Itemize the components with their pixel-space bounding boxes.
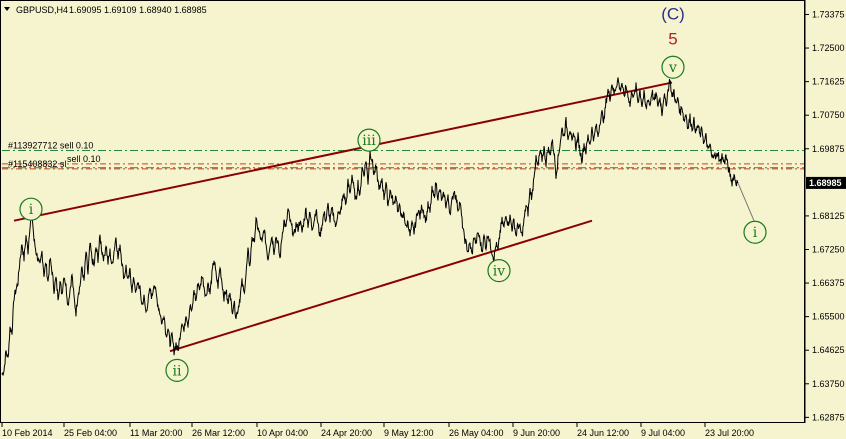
wave-circle: [743, 220, 767, 244]
chart-symbol: GBPUSD,H4: [16, 5, 68, 15]
price-tick-label: 1.67250: [812, 244, 845, 254]
current-price-marker: 1.68985: [806, 176, 846, 189]
time-tick-label: 26 Mar 12:00: [192, 428, 245, 438]
wave-label-iii: iii: [362, 133, 376, 149]
order-line-label: sell 0.10: [67, 154, 101, 164]
time-tick-label: 10 Apr 04:00: [257, 428, 308, 438]
current-price-label: 1.68985: [809, 178, 842, 188]
order-line-label: #115408832 sl: [8, 159, 66, 169]
wave-label-i: i: [753, 225, 758, 241]
price-axis: 1.73375 1.72500 1.71625 1.70750 1.69875 1.681…: [805, 9, 845, 422]
channel-trendlines[interactable]: [13, 81, 673, 353]
wave-number-label: 5: [668, 29, 677, 48]
time-tick-label: 26 May 04:00: [449, 428, 504, 438]
projection-line: [737, 182, 755, 221]
current-price-box: [806, 176, 846, 189]
chart-ohlc: 1.69095 1.69109 1.68940 1.68985: [69, 5, 207, 15]
price-tick-label: 1.70750: [812, 110, 845, 120]
wave-label-iv: iv: [493, 264, 505, 280]
time-tick-label: 25 Feb 04:00: [64, 428, 117, 438]
lower-channel-line: [169, 219, 593, 353]
wave-label-ii: ii: [173, 363, 182, 379]
order-lines: #113927712 sell 0.10 #115408832 sl sell 0.…: [2, 140, 804, 170]
price-tick-label: 1.68125: [812, 211, 845, 221]
price-tick-label: 1.73375: [812, 9, 845, 19]
price-tick-label: 1.66375: [812, 278, 845, 288]
wave-circle: [165, 358, 189, 382]
order-line-label: #113927712 sell 0.10: [8, 140, 93, 150]
price-tick-label: 1.64625: [812, 345, 845, 355]
time-tick-label: 10 Feb 2014: [2, 428, 53, 438]
triangle-down-icon[interactable]: [4, 7, 10, 11]
price-tick-label: 1.62875: [812, 412, 845, 422]
time-axis: 10 Feb 2014 25 Feb 04:00 11 Mar 20:00 26 Ma…: [1, 423, 754, 438]
price-tick-label: 1.63750: [812, 379, 845, 389]
time-tick-label: 9 May 12:00: [384, 428, 434, 438]
time-tick-label: 11 Mar 20:00: [130, 428, 182, 438]
time-tick-label: 9 Jul 04:00: [641, 428, 685, 438]
time-tick-label: 9 Jun 20:00: [513, 428, 560, 438]
wave-circle: [19, 197, 43, 221]
price-tick-label: 1.65500: [812, 312, 845, 322]
upper-channel-line: [13, 81, 673, 222]
price-tick-label: 1.71625: [812, 77, 845, 87]
price-tick-label: 1.72500: [812, 43, 845, 53]
wave-label-v: v: [668, 60, 677, 76]
price-tick-label: 1.69875: [812, 144, 845, 154]
wave-degree-label: (C): [661, 5, 685, 24]
time-tick-label: 23 Jul 20:00: [705, 428, 754, 438]
wave-circle: [487, 258, 511, 283]
wave-circle: [357, 128, 381, 152]
time-tick-label: 24 Apr 20:00: [321, 428, 372, 438]
wave-label-i: i: [29, 202, 34, 218]
time-tick-label: 24 Jun 12:00: [577, 428, 629, 438]
wave-circle: [661, 55, 685, 79]
